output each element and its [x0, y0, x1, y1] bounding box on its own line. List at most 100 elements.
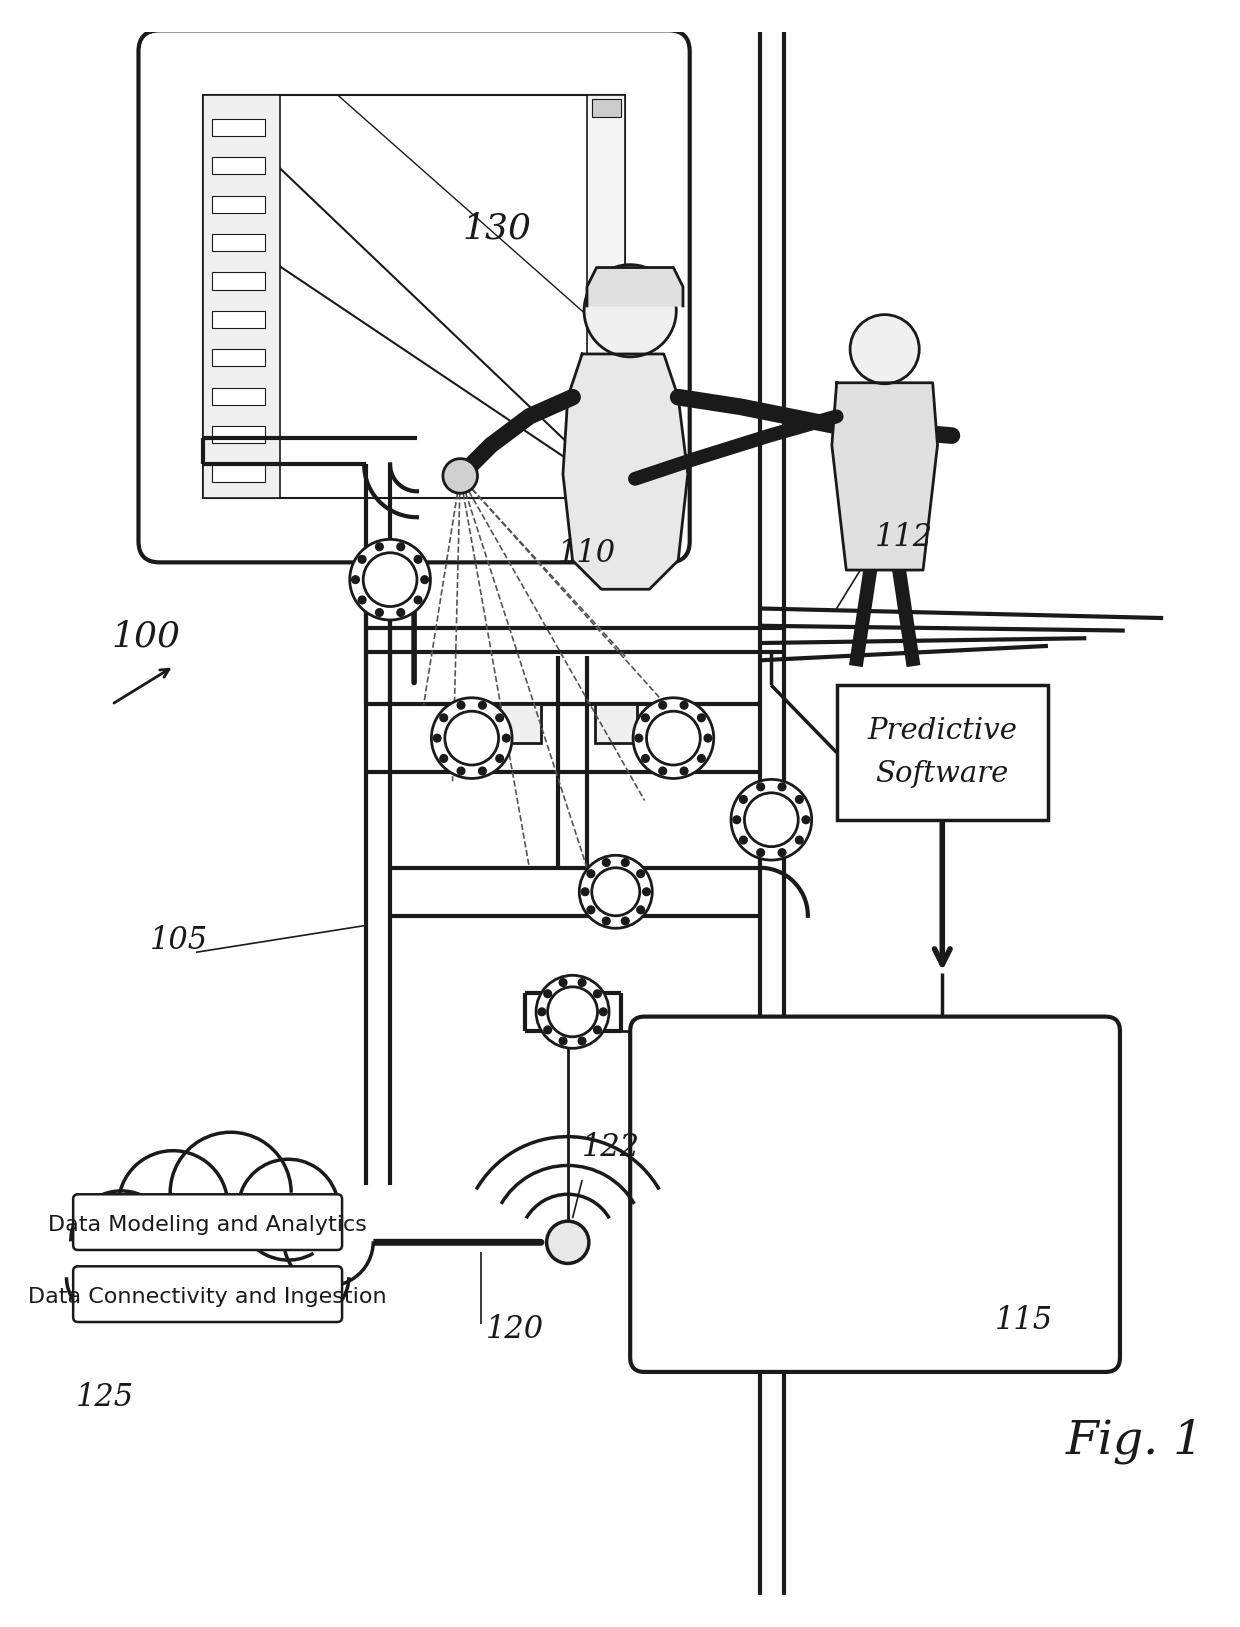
Polygon shape [587, 267, 683, 306]
Circle shape [350, 539, 430, 620]
Polygon shape [563, 355, 688, 589]
Circle shape [538, 1009, 546, 1015]
Circle shape [634, 698, 714, 778]
Circle shape [579, 856, 652, 929]
Circle shape [414, 595, 422, 604]
Circle shape [440, 755, 448, 763]
Circle shape [599, 1009, 608, 1015]
Text: 110: 110 [558, 539, 616, 569]
Circle shape [582, 888, 589, 895]
Circle shape [1079, 1184, 1097, 1204]
Circle shape [733, 815, 740, 823]
Circle shape [587, 870, 595, 877]
Circle shape [594, 1027, 601, 1033]
Circle shape [352, 576, 360, 584]
Text: Data Modeling and Analytics: Data Modeling and Analytics [48, 1215, 367, 1235]
Circle shape [458, 768, 465, 774]
Circle shape [544, 1027, 552, 1033]
Circle shape [284, 1197, 373, 1285]
Circle shape [268, 1237, 348, 1318]
Circle shape [681, 768, 688, 774]
Circle shape [646, 711, 701, 765]
Circle shape [358, 555, 366, 563]
Circle shape [376, 543, 383, 550]
Circle shape [363, 553, 417, 607]
Circle shape [637, 906, 645, 914]
Bar [591, 99, 620, 117]
Bar [212, 311, 265, 329]
Circle shape [397, 608, 404, 617]
Circle shape [603, 918, 610, 924]
Circle shape [578, 979, 585, 986]
Circle shape [559, 979, 567, 986]
Circle shape [67, 1237, 148, 1318]
Text: 125: 125 [76, 1381, 134, 1412]
Circle shape [591, 867, 640, 916]
Circle shape [584, 265, 676, 356]
Circle shape [796, 796, 804, 804]
Circle shape [851, 314, 919, 384]
Circle shape [732, 779, 812, 861]
Circle shape [496, 755, 503, 763]
Circle shape [796, 836, 804, 844]
Circle shape [71, 1191, 171, 1292]
Bar [203, 94, 280, 498]
Bar [212, 158, 265, 174]
Circle shape [536, 975, 609, 1048]
Circle shape [594, 989, 601, 997]
Circle shape [642, 888, 650, 895]
Text: Predictive: Predictive [867, 718, 1017, 745]
Circle shape [502, 734, 510, 742]
Circle shape [635, 734, 642, 742]
Text: Fig. 1: Fig. 1 [1065, 1419, 1204, 1464]
Circle shape [118, 1150, 228, 1261]
Bar [837, 685, 1048, 820]
Circle shape [397, 543, 404, 550]
Circle shape [479, 701, 486, 709]
Circle shape [739, 836, 748, 844]
Text: 120: 120 [486, 1315, 544, 1346]
Circle shape [587, 906, 595, 914]
Bar [212, 350, 265, 366]
Circle shape [238, 1158, 339, 1259]
Bar [212, 426, 265, 443]
Circle shape [358, 595, 366, 604]
Circle shape [779, 783, 786, 791]
Circle shape [458, 701, 465, 709]
Bar [663, 1049, 1086, 1339]
Circle shape [621, 918, 629, 924]
FancyBboxPatch shape [73, 1194, 342, 1250]
Bar [212, 234, 265, 251]
Bar [591, 431, 620, 447]
Circle shape [440, 714, 448, 722]
Bar [212, 195, 265, 213]
Text: 105: 105 [150, 926, 208, 957]
Bar [498, 704, 541, 744]
Bar [595, 704, 637, 744]
Circle shape [681, 701, 688, 709]
Bar [212, 272, 265, 290]
Circle shape [170, 1132, 291, 1253]
Text: Data Connectivity and Ingestion: Data Connectivity and Ingestion [29, 1287, 387, 1306]
Text: 100: 100 [112, 620, 181, 654]
Circle shape [637, 870, 645, 877]
Circle shape [658, 768, 667, 774]
FancyBboxPatch shape [73, 1266, 342, 1323]
Circle shape [603, 859, 610, 867]
Circle shape [547, 1222, 589, 1264]
Circle shape [756, 783, 765, 791]
Circle shape [641, 714, 650, 722]
Circle shape [698, 714, 706, 722]
Text: 122: 122 [582, 1132, 640, 1163]
Text: 115: 115 [996, 1305, 1053, 1336]
Circle shape [433, 734, 441, 742]
Bar [203, 94, 625, 498]
Polygon shape [832, 382, 937, 569]
Bar [212, 119, 265, 137]
Text: 112: 112 [875, 522, 934, 553]
Bar [212, 464, 265, 482]
Circle shape [704, 734, 712, 742]
Circle shape [698, 755, 706, 763]
Circle shape [641, 755, 650, 763]
Circle shape [496, 714, 503, 722]
